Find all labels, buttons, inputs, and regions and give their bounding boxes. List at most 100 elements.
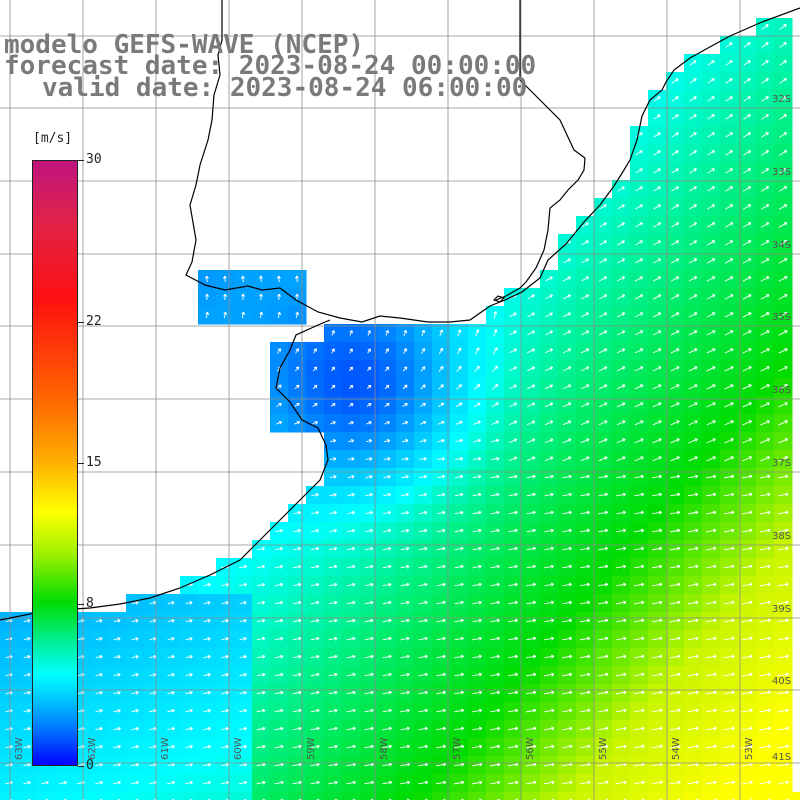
wind-arrow <box>562 618 573 623</box>
wind-arrow <box>364 780 374 785</box>
wind-arrow <box>259 311 264 319</box>
wind-arrow <box>651 690 663 695</box>
wind-arrow <box>759 672 771 677</box>
wind-arrow <box>167 780 176 785</box>
wind-arrow <box>95 636 103 641</box>
wind-arrow <box>705 672 717 677</box>
wind-arrow <box>543 780 555 785</box>
wind-arrow <box>457 329 462 337</box>
wind-arrow <box>256 744 266 749</box>
wind-arrow <box>742 438 752 444</box>
wind-arrow <box>310 672 320 677</box>
wind-arrow <box>724 222 734 228</box>
wind-arrow <box>437 456 445 461</box>
wind-arrow <box>241 275 245 283</box>
wind-arrow <box>239 582 248 587</box>
wind-arrow <box>634 546 645 551</box>
wind-arrow <box>346 564 356 569</box>
wind-arrow <box>527 330 535 336</box>
wind-speed-cell <box>36 792 55 800</box>
wind-arrow <box>634 366 644 372</box>
wind-arrow <box>743 168 752 174</box>
wind-arrow <box>311 546 320 551</box>
wind-arrow <box>509 330 517 336</box>
wind-arrow <box>777 654 789 659</box>
wind-arrow <box>454 492 464 497</box>
wind-arrow <box>599 204 607 210</box>
wind-arrow <box>563 348 572 354</box>
wind-arrow <box>707 78 715 84</box>
wind-arrow <box>59 780 67 785</box>
wind-arrow <box>652 528 663 533</box>
wind-arrow <box>687 690 699 695</box>
wind-arrow <box>581 312 590 318</box>
wind-arrow <box>741 510 753 515</box>
wind-arrow <box>508 438 518 444</box>
wind-arrow <box>456 365 462 372</box>
wind-arrow <box>277 275 281 283</box>
forecast-date: forecast date: 2023-08-24 00:00:00 <box>4 51 537 81</box>
wind-arrow <box>274 672 284 677</box>
wind-arrow <box>95 618 103 623</box>
wind-arrow <box>438 347 444 355</box>
wind-arrow <box>365 492 373 497</box>
wind-arrow <box>292 690 302 695</box>
wind-arrow <box>689 132 697 138</box>
wind-arrow <box>23 762 31 767</box>
wind-arrow <box>185 780 194 785</box>
wind-arrow <box>723 780 736 785</box>
wind-arrow <box>563 276 571 282</box>
wind-arrow <box>418 726 428 731</box>
wind-arrow <box>113 762 121 767</box>
wind-arrow <box>256 654 266 659</box>
wind-arrow <box>687 618 699 623</box>
wind-arrow <box>761 132 770 138</box>
wind-arrow <box>652 492 663 497</box>
wind-arrow <box>615 654 627 659</box>
wind-arrow <box>742 402 752 408</box>
wind-arrow <box>382 618 392 623</box>
wind-arrow <box>113 726 121 731</box>
wind-arrow <box>349 366 354 372</box>
wind-arrow <box>544 618 555 623</box>
wind-arrow <box>598 438 608 444</box>
wind-arrow <box>221 636 229 641</box>
wind-arrow <box>509 402 518 408</box>
wind-arrow <box>364 582 374 587</box>
wind-speed-cell <box>18 792 37 800</box>
wind-arrow <box>580 546 591 551</box>
wind-arrow <box>292 744 302 749</box>
wind-arrow <box>669 690 681 695</box>
wind-arrow <box>328 672 338 677</box>
wind-arrow <box>723 726 735 731</box>
wind-arrow <box>652 330 662 336</box>
wind-arrow <box>741 582 753 587</box>
wind-arrow <box>741 708 753 713</box>
wind-arrow <box>563 330 572 336</box>
wind-arrow <box>275 546 284 551</box>
wind-arrow <box>276 420 283 425</box>
wind-arrow <box>545 366 554 372</box>
wind-arrow <box>778 294 788 300</box>
wind-arrow <box>616 492 626 497</box>
wind-arrow <box>599 240 607 246</box>
wind-arrow <box>777 690 789 695</box>
wind-arrow <box>348 384 354 389</box>
wind-arrow <box>635 132 643 138</box>
wind-arrow <box>759 654 771 659</box>
wind-arrow <box>634 330 644 336</box>
wind-arrow <box>580 510 590 515</box>
wind-arrow <box>23 654 31 659</box>
wind-arrow <box>688 240 698 246</box>
wind-arrow <box>419 474 427 479</box>
wind-arrow <box>651 708 663 713</box>
wind-arrow <box>723 672 735 677</box>
wind-arrow <box>491 402 499 408</box>
wind-arrow <box>777 726 790 731</box>
wind-arrow <box>652 276 662 282</box>
wind-arrow <box>688 402 698 408</box>
wind-arrow <box>403 348 407 354</box>
wind-arrow <box>310 636 320 641</box>
wind-arrow <box>759 546 771 551</box>
wind-arrow <box>759 564 771 569</box>
